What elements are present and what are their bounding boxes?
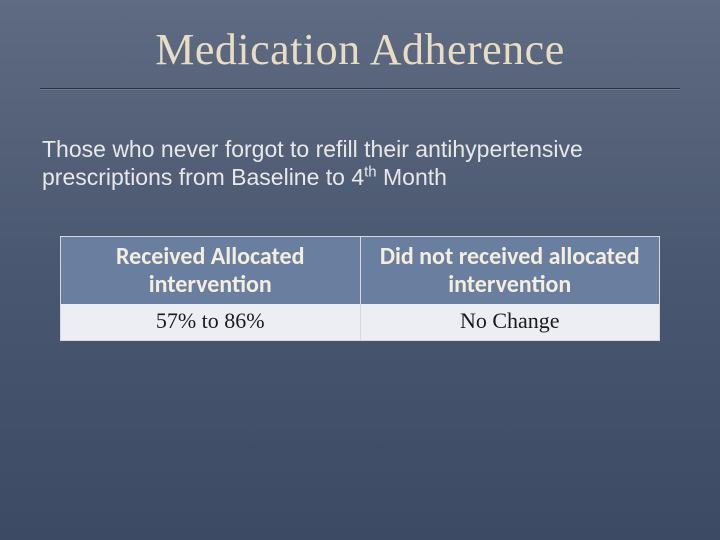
table-cell: 57% to 86% bbox=[61, 304, 360, 340]
table-cell: No Change bbox=[361, 304, 660, 340]
table-header: Did not received allocated intervention bbox=[361, 237, 660, 304]
table-col-not-received: Did not received allocated intervention … bbox=[361, 237, 660, 340]
subtitle-text-pre: Those who never forgot to refill their a… bbox=[42, 136, 583, 190]
table-header: Received Allocated intervention bbox=[61, 237, 360, 304]
subtitle-text-post: Month bbox=[377, 164, 447, 190]
slide-title: Medication Adherence bbox=[0, 24, 720, 75]
table-col-received: Received Allocated intervention 57% to 8… bbox=[61, 237, 361, 340]
slide: Medication Adherence Those who never for… bbox=[0, 0, 720, 540]
slide-subtitle: Those who never forgot to refill their a… bbox=[42, 135, 660, 191]
comparison-table: Received Allocated intervention 57% to 8… bbox=[60, 236, 660, 341]
subtitle-superscript: th bbox=[364, 163, 376, 180]
title-divider bbox=[40, 88, 680, 90]
